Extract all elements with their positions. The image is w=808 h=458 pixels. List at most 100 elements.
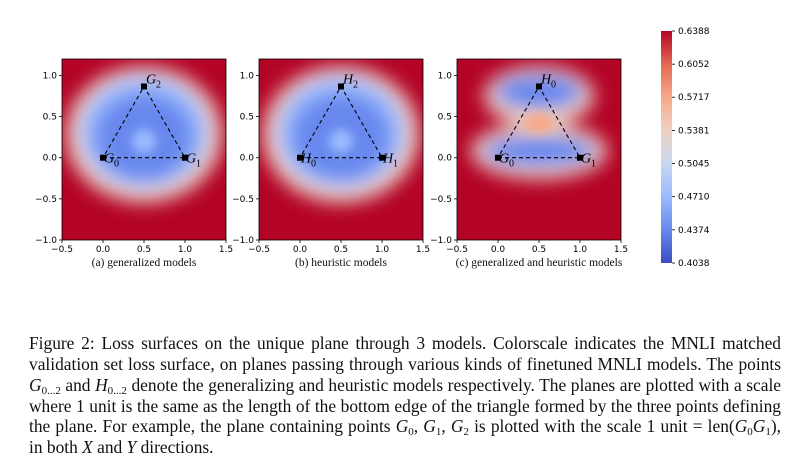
caption-len-g0: G — [734, 416, 748, 437]
triangle-edges — [102, 85, 186, 159]
model-point — [577, 154, 583, 161]
x-tick-label: 0.5 — [532, 245, 546, 255]
colorbar-tick-label: 0.4710 — [678, 193, 710, 203]
x-tick-label: 0.0 — [293, 245, 308, 255]
colorbar: 0.6388 0.6052 0.5717 0.5381 0.5045 0.4710 0.43… — [661, 27, 710, 269]
x-tick-label: 1.5 — [614, 245, 628, 255]
subfigure-caption: (c) generalized and heuristic models — [456, 257, 623, 269]
basin-bottom-inner — [483, 135, 595, 168]
model-point-subscript: 0 — [509, 159, 514, 170]
caption-mid: denote the generalizing and heuristic mo… — [29, 374, 781, 437]
basin-center — [132, 129, 156, 154]
y-tick-label: −0.5 — [232, 195, 254, 205]
basin-center — [329, 129, 353, 154]
model-point-label: H — [540, 72, 552, 87]
caption-var-h: H — [95, 374, 108, 395]
x-tick-label: 0.0 — [491, 245, 506, 255]
basin-core — [329, 129, 353, 154]
model-point — [379, 154, 385, 161]
caption-end: ), in both — [29, 416, 781, 457]
caption-len-sub0: 0 — [747, 426, 753, 439]
caption-pt-g2: , G — [441, 416, 464, 437]
model-point-subscript: 0 — [114, 159, 119, 170]
caption-len-sub1: 1 — [765, 426, 771, 439]
caption-pt-g1: , G — [413, 416, 436, 437]
triangle-edges — [497, 85, 581, 159]
x-tick-label: 0.0 — [96, 245, 111, 255]
figure-caption: Figure 2: Loss surfaces on the unique pl… — [29, 333, 781, 457]
colorbar-tick-label: 0.5045 — [678, 160, 710, 170]
x-tick-label: 1.0 — [178, 245, 193, 255]
y-tick-label: 1.0 — [438, 71, 453, 81]
y-tick-label: −1.0 — [430, 236, 452, 246]
caption-pt-sub0: 0 — [408, 426, 414, 439]
colorbar-tick-label: 0.5381 — [678, 126, 710, 136]
y-tick-label: −0.5 — [35, 195, 57, 205]
y-tick-label: 0.5 — [438, 113, 452, 123]
y-tick-label: −1.0 — [232, 236, 254, 246]
model-point-label: G — [104, 152, 114, 167]
caption-intro: Figure 2: Loss surfaces on the unique pl… — [29, 333, 781, 375]
x-tick-label: 1.5 — [219, 245, 233, 255]
model-point — [495, 154, 501, 161]
y-tick-label: 0.5 — [43, 113, 57, 123]
model-point — [297, 154, 303, 161]
model-point-subscript: 0 — [311, 159, 316, 170]
y-tick-label: 1.0 — [43, 71, 58, 81]
colorbar-gradient — [661, 31, 672, 263]
caption-x-var: X — [82, 436, 93, 457]
y-tick-label: 1.0 — [240, 71, 255, 81]
basin-top-inner — [495, 73, 583, 110]
heatmap-area — [259, 59, 423, 240]
caption-var-g: G — [29, 374, 42, 395]
caption-pt-sub1: 1 — [435, 426, 442, 439]
y-tick-label: −0.5 — [430, 195, 452, 205]
x-tick-label: 0.5 — [137, 245, 151, 255]
model-point — [182, 154, 188, 161]
subfigure-caption: (b) heuristic models — [295, 257, 388, 269]
y-tick-label: −1.0 — [35, 236, 57, 246]
model-point-label: H — [300, 152, 312, 167]
colorbar-tick-label: 0.5717 — [678, 93, 710, 103]
y-tick-label: 0.0 — [240, 154, 255, 164]
basin-saddle — [523, 113, 555, 134]
caption-pt-g0: G — [395, 416, 409, 437]
x-tick-label: 1.0 — [573, 245, 588, 255]
caption-final: directions. — [136, 436, 214, 457]
colorbar-tick-label: 0.4374 — [678, 226, 710, 236]
caption-len-g1: G — [752, 416, 766, 437]
x-tick-label: 1.0 — [375, 245, 390, 255]
model-point-label: H — [382, 152, 394, 167]
y-tick-label: 0.0 — [438, 154, 453, 164]
x-tick-label: −0.5 — [51, 245, 73, 255]
y-tick-label: 0.5 — [240, 113, 254, 123]
x-tick-label: −0.5 — [248, 245, 270, 255]
figure: −0.5 0.0 0.5 1.0 1.5 −1.0 −0.5 0.0 0.5 1.0 G 0 G 1 G 2(… — [35, 27, 710, 269]
heatmap-area — [457, 59, 621, 240]
model-point — [338, 83, 344, 90]
model-point — [141, 83, 147, 90]
caption-sub-h: 0...2 — [107, 384, 127, 397]
loss-surface-panel-b: −0.5 0.0 0.5 1.0 1.5−1.0−0.50.00.51.0H 0 H 1H 2(… — [232, 58, 430, 269]
model-point-subscript: 1 — [591, 159, 596, 170]
model-point-label: G — [186, 152, 196, 167]
caption-and2: and — [92, 436, 127, 457]
model-point — [536, 83, 542, 90]
model-point-subscript: 2 — [156, 79, 161, 90]
basin-core — [523, 113, 555, 134]
caption-scale: is plotted with the scale 1 unit = len( — [468, 416, 735, 437]
caption-sub-g: 0...2 — [41, 384, 61, 397]
caption-pt-sub2: 2 — [463, 426, 469, 439]
loss-surface-panel-a: −0.5 0.0 0.5 1.0 1.5−1.0−0.50.00.51.0G 0 G 1G 2(… — [35, 58, 233, 269]
model-point-subscript: 0 — [551, 79, 556, 90]
loss-basin — [471, 66, 607, 180]
colorbar-tick-label: 0.6052 — [678, 60, 710, 70]
x-tick-label: 1.5 — [416, 245, 430, 255]
basin-core — [132, 129, 156, 154]
model-point-label: G — [499, 152, 509, 167]
x-tick-label: 0.5 — [334, 245, 348, 255]
model-point-subscript: 2 — [353, 79, 358, 90]
model-point-label: H — [342, 72, 354, 87]
model-point-label: G — [146, 72, 156, 87]
colorbar-tick-label: 0.4038 — [678, 259, 710, 269]
